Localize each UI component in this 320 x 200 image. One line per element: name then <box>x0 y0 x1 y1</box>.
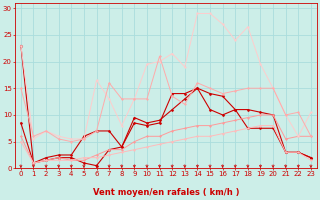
X-axis label: Vent moyen/en rafales ( km/h ): Vent moyen/en rafales ( km/h ) <box>92 188 239 197</box>
